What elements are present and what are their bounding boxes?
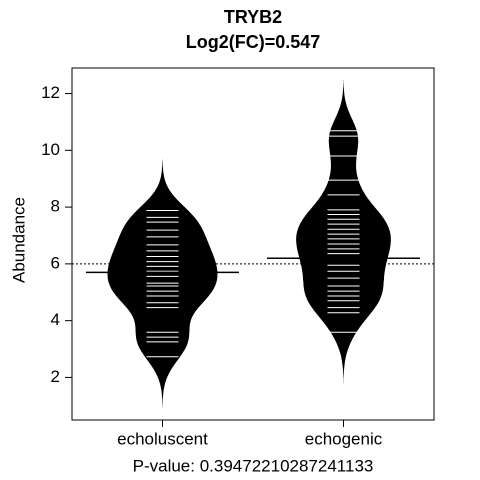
y-tick-label: 10 <box>41 140 60 159</box>
x-tick-label: echoluscent <box>117 429 208 448</box>
y-tick-label: 8 <box>51 197 60 216</box>
bean <box>296 79 391 384</box>
chart-title: TRYB2 <box>224 7 282 27</box>
y-tick-label: 4 <box>51 310 60 329</box>
plot-frame <box>71 67 435 421</box>
y-axis-label: Abundance <box>9 197 28 283</box>
y-tick-label: 2 <box>51 367 60 386</box>
y-tick-label: 6 <box>51 253 60 272</box>
chart-subtitle: Log2(FC)=0.547 <box>186 32 321 52</box>
x-axis-label: P-value: 0.39472210287241133 <box>133 456 374 475</box>
x-tick-label: echogenic <box>305 429 383 448</box>
y-tick-label: 12 <box>41 83 60 102</box>
